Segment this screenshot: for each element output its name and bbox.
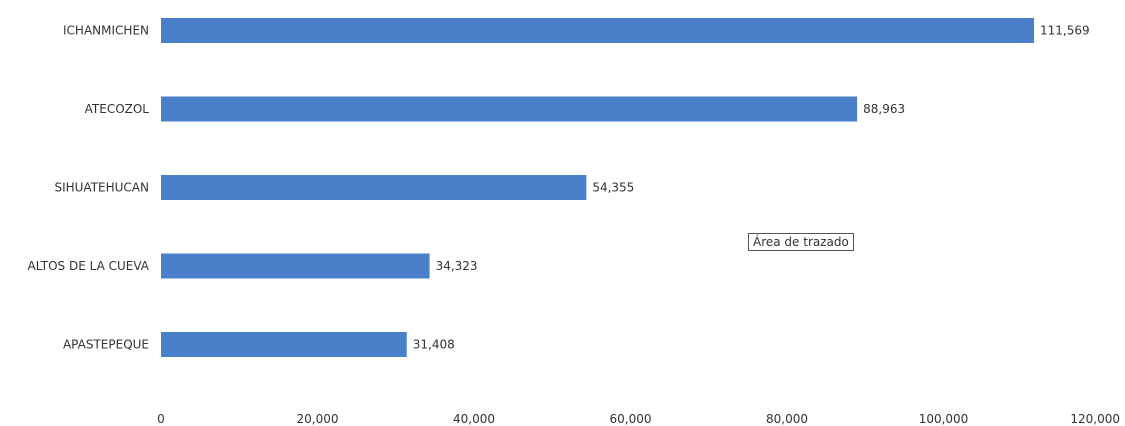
x-tick-label-0: 0	[157, 412, 165, 426]
category-label-2: SIHUATEHUCAN	[54, 181, 149, 195]
bar-3	[161, 253, 430, 279]
bar-0	[161, 18, 1035, 43]
category-label-4: APASTEPEQUE	[63, 338, 149, 352]
category-label-1: ATECOZOL	[85, 102, 150, 116]
x-tick-label-6: 120,000	[1070, 412, 1120, 426]
x-tick-label-5: 100,000	[919, 412, 969, 426]
value-label-0: 111,569	[1040, 24, 1090, 38]
bar-2	[161, 175, 587, 200]
x-tick-label-1: 20,000	[297, 412, 339, 426]
value-label-3: 34,323	[436, 259, 478, 273]
value-label-2: 54,355	[592, 181, 634, 195]
plot-area-tooltip: Área de trazado	[748, 233, 854, 251]
value-label-1: 88,963	[863, 102, 905, 116]
category-label-3: ALTOS DE LA CUEVA	[28, 259, 150, 273]
bar-1	[161, 96, 858, 122]
bar-4	[161, 332, 407, 357]
x-tick-label-2: 40,000	[453, 412, 495, 426]
x-tick-label-3: 60,000	[610, 412, 652, 426]
value-label-4: 31,408	[413, 338, 455, 352]
x-tick-label-4: 80,000	[766, 412, 808, 426]
category-label-0: ICHANMICHEN	[63, 24, 149, 38]
